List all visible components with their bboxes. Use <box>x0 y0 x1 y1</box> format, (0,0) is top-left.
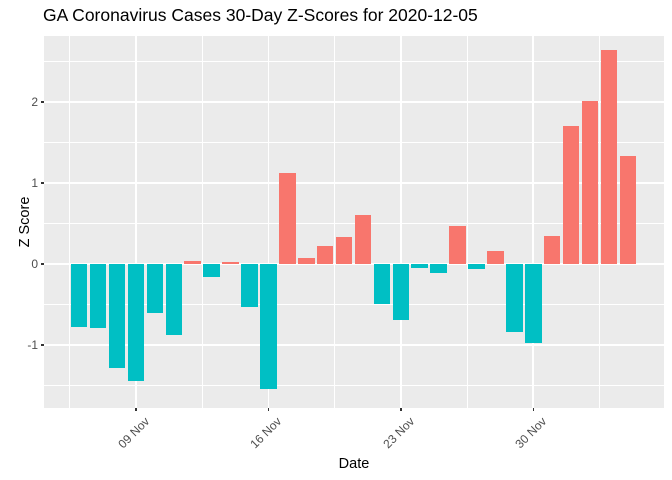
zscore-bar <box>297 257 315 264</box>
zscore-bar <box>411 264 429 269</box>
zscore-bar <box>127 264 145 382</box>
gridline-major-vertical <box>532 36 535 408</box>
gridline-minor-horizontal <box>44 384 664 386</box>
zscore-bar <box>581 100 599 264</box>
x-tick-label: 23 Nov <box>380 414 418 452</box>
y-tick-label: 2 <box>31 95 38 110</box>
zscore-bar <box>468 264 485 269</box>
gridline-major-horizontal <box>44 101 664 104</box>
gridline-minor-vertical <box>599 36 600 408</box>
zscore-bar <box>335 237 353 264</box>
y-tick-mark <box>41 263 44 265</box>
gridline-minor-horizontal <box>44 61 664 63</box>
zscore-bar <box>165 264 183 336</box>
y-tick-mark <box>41 101 44 103</box>
zscore-bar <box>487 251 504 264</box>
y-tick-label: 0 <box>31 257 38 271</box>
x-tick-mark <box>400 408 402 411</box>
zscore-bar <box>279 173 296 264</box>
y-axis-title: Z Score <box>17 196 33 248</box>
zscore-bar <box>562 126 580 264</box>
zscore-bar <box>354 215 372 264</box>
zscore-bar <box>373 264 391 305</box>
y-tick-mark <box>41 182 44 184</box>
zscore-bar <box>449 225 466 264</box>
x-tick-label: 16 Nov <box>247 414 285 452</box>
zscore-bar <box>222 261 239 264</box>
zscore-bar <box>108 264 126 368</box>
x-tick-mark <box>135 408 137 411</box>
zscore-bar <box>241 264 258 307</box>
zscore-bar <box>203 264 220 277</box>
gridline-minor-vertical <box>466 36 468 408</box>
y-tick-label: -1 <box>27 337 38 352</box>
zscore-bar <box>600 49 618 264</box>
x-tick-mark <box>532 408 535 411</box>
gridline-major-horizontal <box>44 263 664 265</box>
zscore-bar <box>146 264 164 314</box>
x-tick-label: 09 Nov <box>115 414 153 452</box>
zscore-bar <box>392 264 410 320</box>
zscore-bar <box>316 246 334 264</box>
zscore-bar <box>89 264 107 328</box>
gridline-major-vertical <box>267 36 270 408</box>
gridline-minor-vertical <box>201 36 203 408</box>
gridline-minor-vertical <box>69 36 71 408</box>
gridline-major-vertical <box>135 36 137 408</box>
zscore-bar <box>260 264 277 390</box>
zscore-bar <box>430 264 447 273</box>
zscore-bar <box>506 264 523 332</box>
x-tick-label: 30 Nov <box>512 414 550 452</box>
x-axis-title: Date <box>338 456 370 472</box>
chart-title: GA Coronavirus Cases 30-Day Z-Scores for… <box>43 5 478 25</box>
gridline-minor-horizontal <box>44 304 664 305</box>
zscore-bar <box>184 260 201 264</box>
x-tick-mark <box>267 408 270 411</box>
plot-panel <box>44 36 664 408</box>
y-tick-label: 1 <box>31 176 38 191</box>
zscore-bar <box>70 264 88 328</box>
gridline-minor-vertical <box>334 36 336 408</box>
y-tick-mark <box>41 344 44 346</box>
zscore-bar <box>619 155 637 264</box>
gridline-major-horizontal <box>44 344 664 346</box>
gridline-minor-horizontal <box>44 142 664 144</box>
gridline-major-vertical <box>400 36 402 408</box>
gridline-major-horizontal <box>44 182 664 184</box>
zscore-bar <box>543 235 561 264</box>
gridline-minor-horizontal <box>44 223 664 225</box>
zscore-bar <box>524 264 542 344</box>
